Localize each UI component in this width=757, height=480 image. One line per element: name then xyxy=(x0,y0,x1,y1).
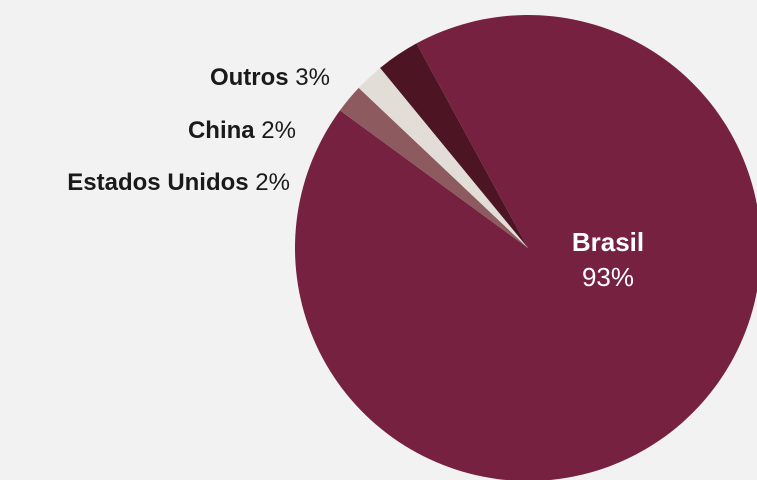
pie-slice-brasil xyxy=(295,15,757,480)
pie-slice-outros xyxy=(380,43,528,249)
pie-slice-china xyxy=(358,67,528,248)
slice-label-value: 2% xyxy=(249,169,290,196)
pie-labels: Brasil 93%Estados Unidos 2%China 2%Outros… xyxy=(67,64,644,292)
pie-slice-estados-unidos xyxy=(339,87,528,249)
slice-label-value: 93% xyxy=(582,262,634,292)
slice-label-name: Outros xyxy=(210,64,289,91)
slice-label-value: 3% xyxy=(289,64,330,91)
slice-label-name: China xyxy=(188,117,255,144)
pie-slices xyxy=(295,15,757,480)
slice-label-estados-unidos: Estados Unidos 2% xyxy=(67,169,290,196)
slice-label-china: China 2% xyxy=(188,117,296,144)
slice-label-value: 2% xyxy=(255,117,296,144)
slice-label-outros: Outros 3% xyxy=(210,64,330,91)
slice-label-name: Estados Unidos xyxy=(67,169,248,196)
slice-label-name: Brasil xyxy=(572,227,644,257)
slice-label-brasil: Brasil 93% xyxy=(572,227,644,292)
